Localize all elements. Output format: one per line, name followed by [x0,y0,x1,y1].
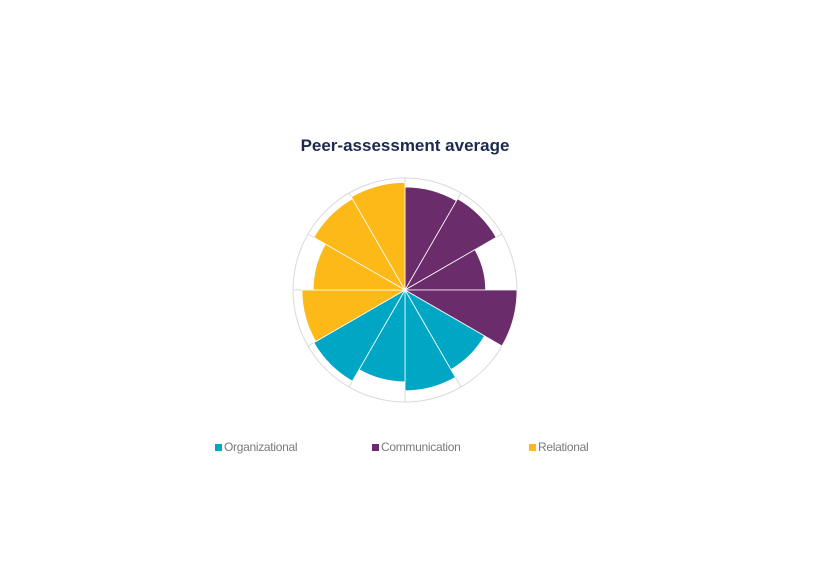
slice-organizational-8[interactable] [313,288,407,382]
legend-label-relational: Relational [538,440,589,454]
legend-label-communication: Communication [381,440,461,454]
slice-communication-2[interactable] [403,198,497,292]
legend-swatch-relational [529,443,536,451]
slice-communication-4[interactable] [403,289,518,347]
legend-item-relational[interactable]: Relational [529,440,589,454]
slice-relational-9[interactable] [301,289,407,343]
legend-swatch-organizational [215,443,222,451]
legend-label-organizational: Organizational [224,440,298,454]
legend-item-organizational[interactable]: Organizational [215,440,297,454]
chart-title: Peer-assessment average [300,136,510,155]
legend-swatch-communication [372,443,379,451]
slice-organizational-6[interactable] [404,288,456,392]
legend-item-communication[interactable]: Communication [372,440,461,454]
slices-layer [301,182,518,392]
slice-relational-12[interactable] [350,182,406,292]
legend: Organizational Communication Relational [0,440,819,458]
